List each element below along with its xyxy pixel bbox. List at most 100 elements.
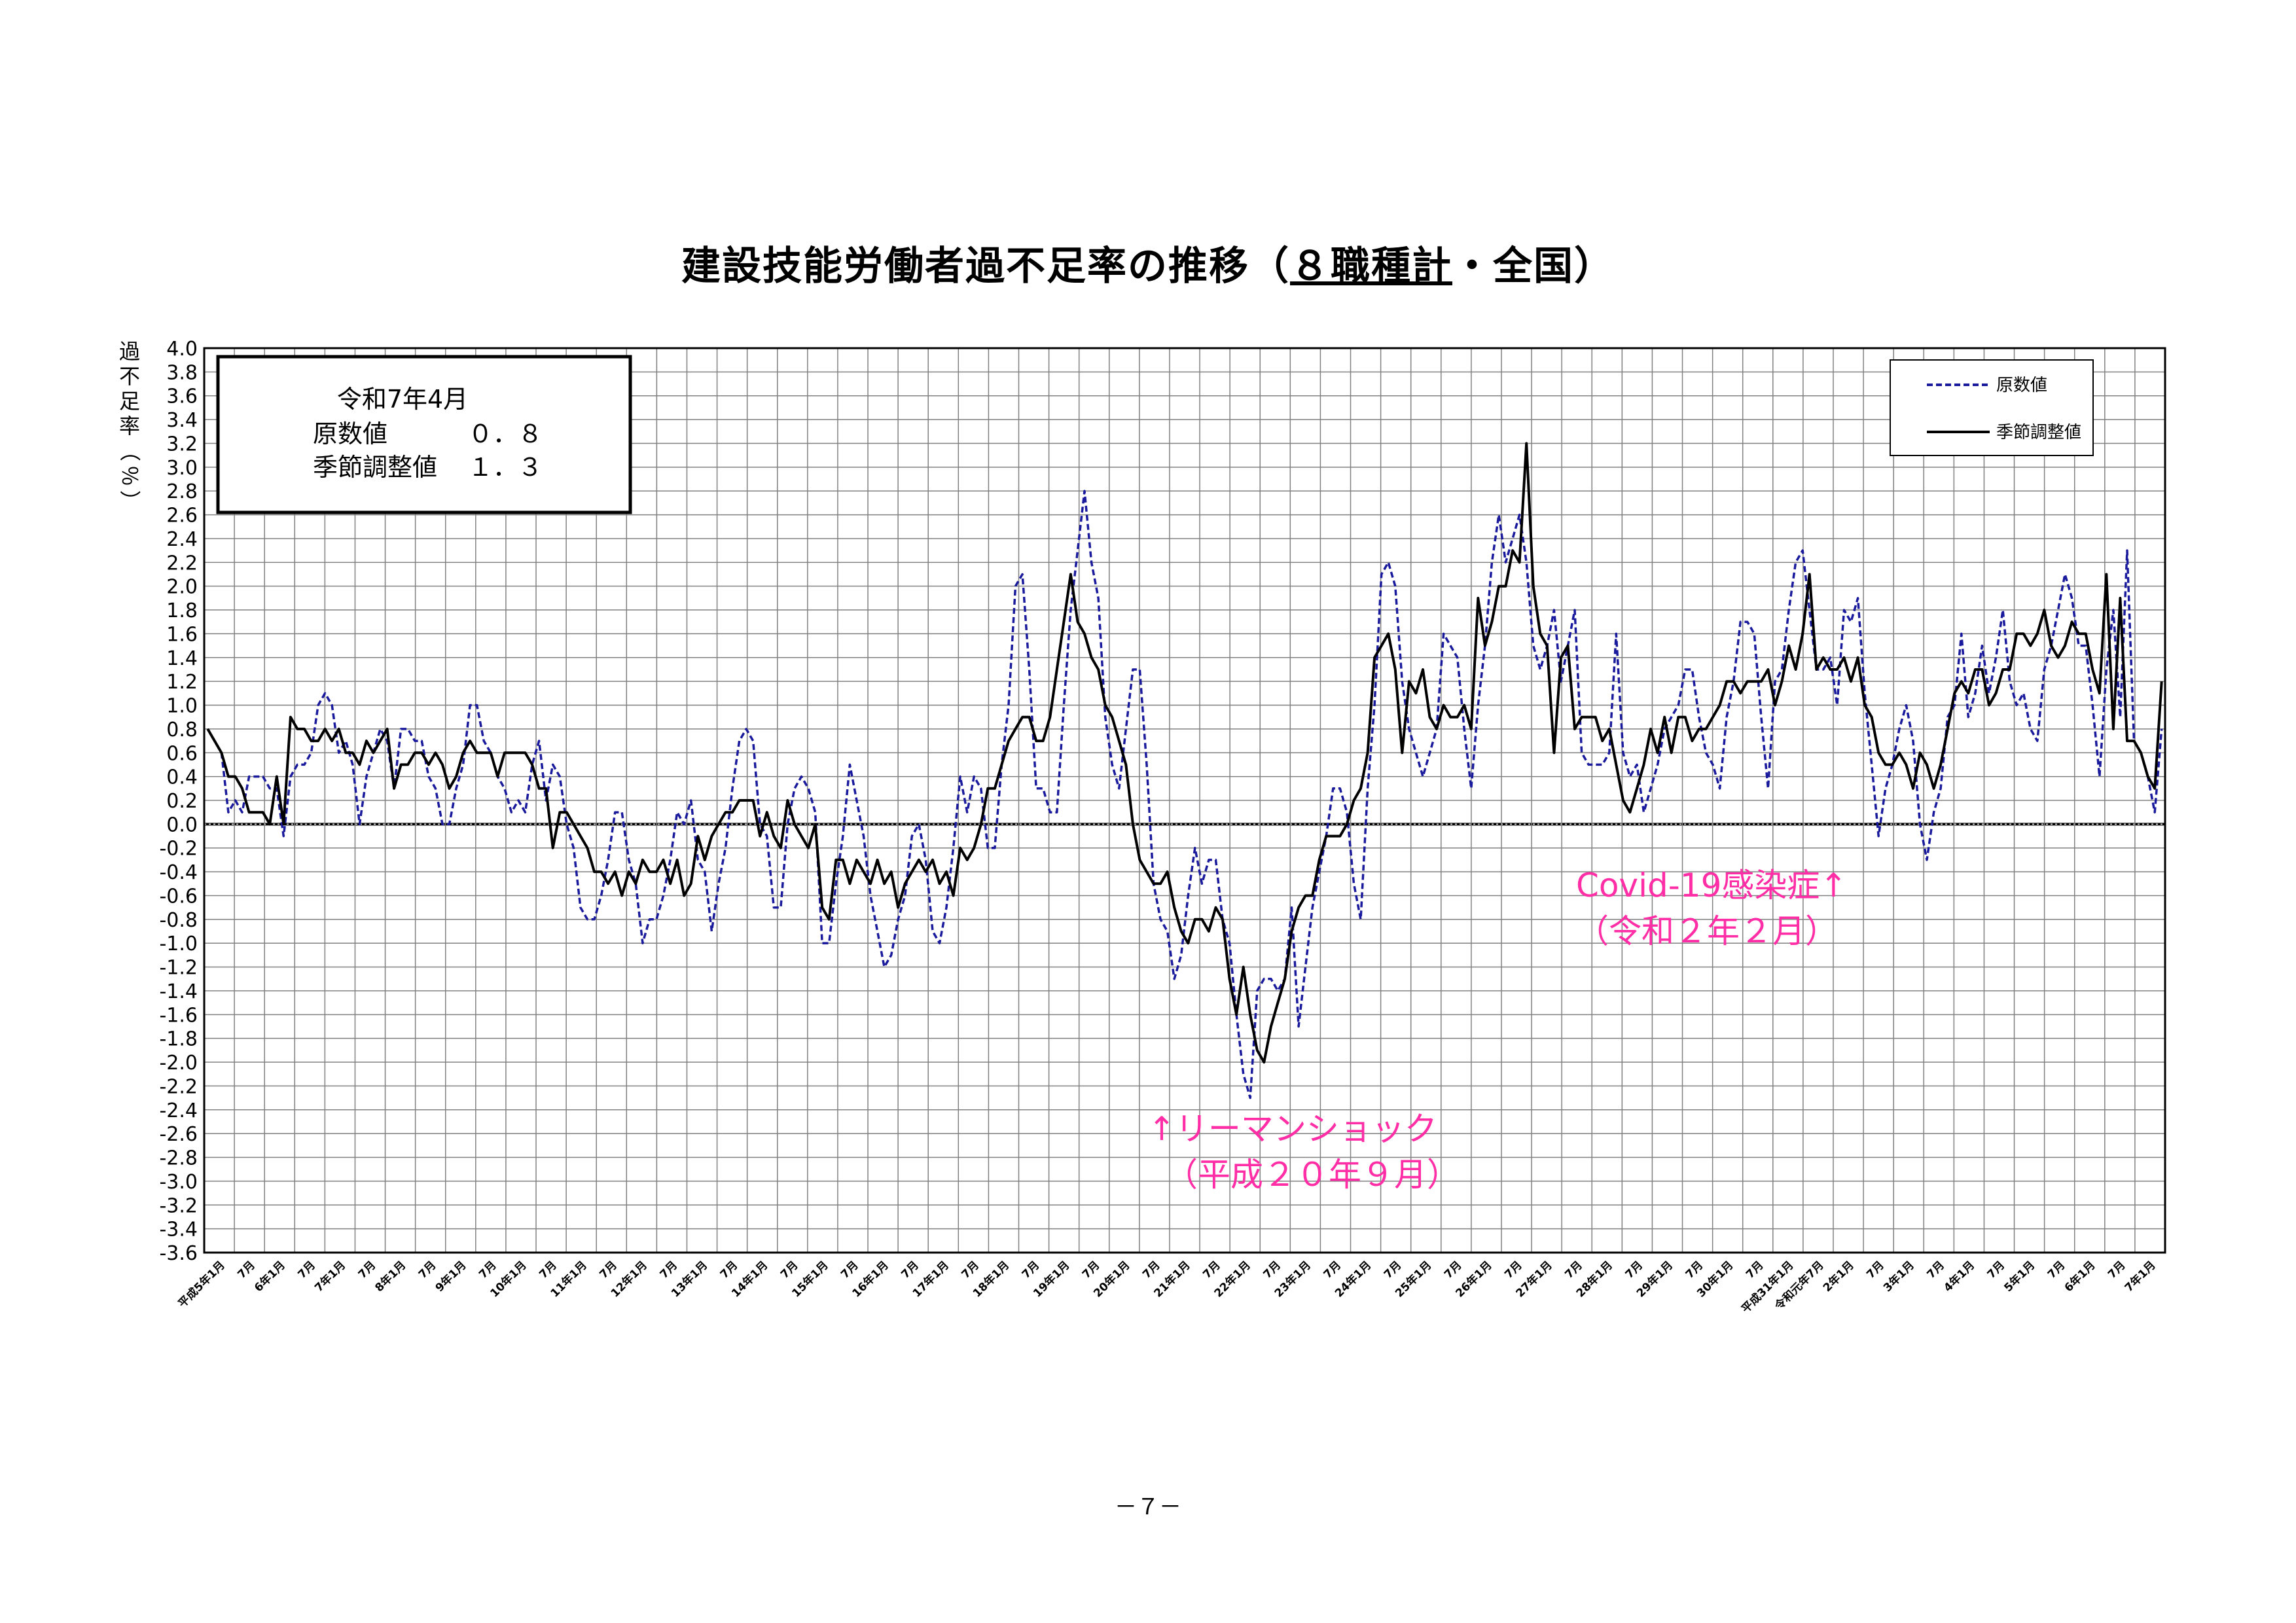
- y-tick-label: 2.2: [166, 552, 198, 575]
- y-tick-label: 0.4: [166, 766, 198, 789]
- x-tick-label: 7月: [356, 1258, 379, 1281]
- annotation-covid-line2: （令和２年２月）: [1576, 912, 1838, 950]
- x-tick-label: 7月: [2106, 1258, 2128, 1281]
- x-tick-label: 7月: [1502, 1258, 1525, 1281]
- x-tick-label: 7年1月: [2122, 1258, 2159, 1295]
- legend: 原数値 季節調整値: [1890, 359, 2094, 456]
- y-tick-label: -2.8: [159, 1147, 198, 1170]
- x-tick-label: 7月: [1985, 1258, 2008, 1281]
- x-tick-label: 7月: [1623, 1258, 1646, 1281]
- y-tick-label: -3.0: [159, 1171, 198, 1194]
- y-axis-label-char: 過: [119, 339, 140, 364]
- title-prefix: 建設技能労働者過不足率の推移（: [681, 243, 1290, 289]
- y-tick-label: -1.2: [159, 957, 198, 980]
- latest-box-seasonal-value: １．３: [468, 453, 543, 482]
- latest-value-box: 令和7年4月 原数値 ０．８ 季節調整値 １．３: [216, 355, 632, 514]
- title-suffix: ・全国）: [1452, 243, 1615, 289]
- x-tick-label: 7月: [1683, 1258, 1706, 1281]
- x-tick-label: 7月: [1864, 1258, 1887, 1281]
- x-tick-label: 7月: [658, 1258, 681, 1281]
- y-axis-label-char: 不: [119, 364, 140, 389]
- x-tick-label: 7月: [1562, 1258, 1585, 1281]
- x-tick-label: 7月: [838, 1258, 861, 1281]
- y-tick-label: -1.6: [159, 1004, 198, 1027]
- y-tick-label: 0.8: [166, 719, 198, 741]
- y-tick-label: 3.2: [166, 433, 198, 455]
- title-underlined: ８職種計: [1290, 243, 1452, 289]
- y-tick-label: -0.4: [159, 861, 198, 884]
- annotation-lehman: ↑リーマンショック （平成２０年９月）: [1148, 1106, 1460, 1198]
- x-tick-label: 8年1月: [372, 1258, 409, 1295]
- y-tick-label: -3.4: [159, 1219, 198, 1241]
- plot-frame: [203, 347, 2166, 1254]
- latest-box-raw-label: 原数値: [313, 419, 387, 448]
- x-tick-label: 5年1月: [2001, 1258, 2038, 1295]
- x-tick-label: 7月: [1321, 1258, 1344, 1281]
- y-tick-label: 3.6: [166, 385, 198, 408]
- series-seasonal-line: [206, 442, 2163, 1064]
- x-tick-label: 2年1月: [1820, 1258, 1857, 1295]
- x-tick-label: 7月: [1442, 1258, 1465, 1281]
- y-axis-label-char: ）: [117, 490, 142, 511]
- legend-seasonal-label: 季節調整値: [1996, 423, 2081, 442]
- x-tick-label: 平成31年1月: [1739, 1258, 1797, 1316]
- y-tick-label: 1.6: [166, 623, 198, 646]
- x-tick-label: 7月: [1200, 1258, 1223, 1281]
- y-tick-label: 1.2: [166, 671, 198, 694]
- page-number: －７－: [1115, 1494, 1181, 1520]
- y-tick-label: 3.0: [166, 457, 198, 480]
- y-tick-label: 1.8: [166, 599, 198, 622]
- latest-box-raw-value: ０．８: [468, 419, 543, 448]
- latest-box-seasonal-label: 季節調整値: [313, 453, 437, 482]
- y-tick-label: 3.4: [166, 409, 198, 432]
- y-tick-label: 2.6: [166, 505, 198, 527]
- x-tick-label: 7年1月: [312, 1258, 349, 1295]
- x-tick-label: 平成5年1月: [175, 1258, 228, 1311]
- y-tick-label: 2.8: [166, 480, 198, 503]
- y-axis-ticks: -3.6-3.4-3.2-3.0-2.8-2.6-2.4-2.2-2.0-1.8…: [159, 338, 198, 1265]
- x-tick-label: 7月: [235, 1258, 258, 1281]
- y-axis-label-char: ％: [117, 465, 142, 486]
- y-axis-label-char: （: [117, 440, 142, 461]
- y-tick-label: -2.4: [159, 1099, 198, 1122]
- y-tick-label: -0.6: [159, 885, 198, 908]
- y-tick-label: -2.0: [159, 1052, 198, 1075]
- y-tick-label: 2.0: [166, 576, 198, 599]
- y-tick-label: 1.4: [166, 647, 198, 670]
- annotation-covid-line1: Covid-19感染症↑: [1576, 866, 1848, 904]
- grid-lines: [204, 348, 2165, 1253]
- x-tick-label: 7月: [899, 1258, 922, 1281]
- x-tick-label: 7月: [296, 1258, 319, 1281]
- x-tick-label: 7月: [2045, 1258, 2068, 1281]
- page-title: 建設技能労働者過不足率の推移（８職種計・全国）: [0, 234, 2296, 291]
- x-tick-label: 7月: [476, 1258, 499, 1281]
- y-tick-label: -3.6: [159, 1242, 198, 1265]
- x-tick-label: 6年1月: [251, 1258, 288, 1295]
- y-tick-label: -0.8: [159, 909, 198, 932]
- latest-box-heading: 令和7年4月: [337, 385, 468, 414]
- x-tick-label: 7月: [416, 1258, 439, 1281]
- y-axis-label: 過不足率（ ％ ）: [117, 339, 142, 511]
- x-tick-label: 7月: [778, 1258, 801, 1281]
- x-tick-label: 7月: [718, 1258, 741, 1281]
- x-tick-label: 7月: [1925, 1258, 1948, 1281]
- x-tick-label: 6年1月: [2062, 1258, 2098, 1295]
- y-tick-label: 2.4: [166, 528, 198, 551]
- y-axis-label-char: 足: [119, 389, 140, 414]
- y-tick-label: -0.2: [159, 838, 198, 861]
- x-tick-label: 7月: [960, 1258, 982, 1281]
- x-tick-label: 7月: [1744, 1258, 1767, 1281]
- legend-raw-label: 原数値: [1996, 376, 2047, 395]
- series-lines: [206, 442, 2163, 1099]
- x-tick-label: 7月: [1020, 1258, 1043, 1281]
- x-tick-label: 7月: [1140, 1258, 1163, 1281]
- y-tick-label: 0.6: [166, 742, 198, 765]
- x-tick-label: 7月: [597, 1258, 620, 1281]
- x-tick-label: 9年1月: [433, 1258, 469, 1295]
- y-tick-label: -2.6: [159, 1123, 198, 1146]
- y-tick-label: 0.0: [166, 813, 198, 836]
- x-tick-label: 7月: [1382, 1258, 1405, 1281]
- y-tick-label: 4.0: [166, 338, 198, 361]
